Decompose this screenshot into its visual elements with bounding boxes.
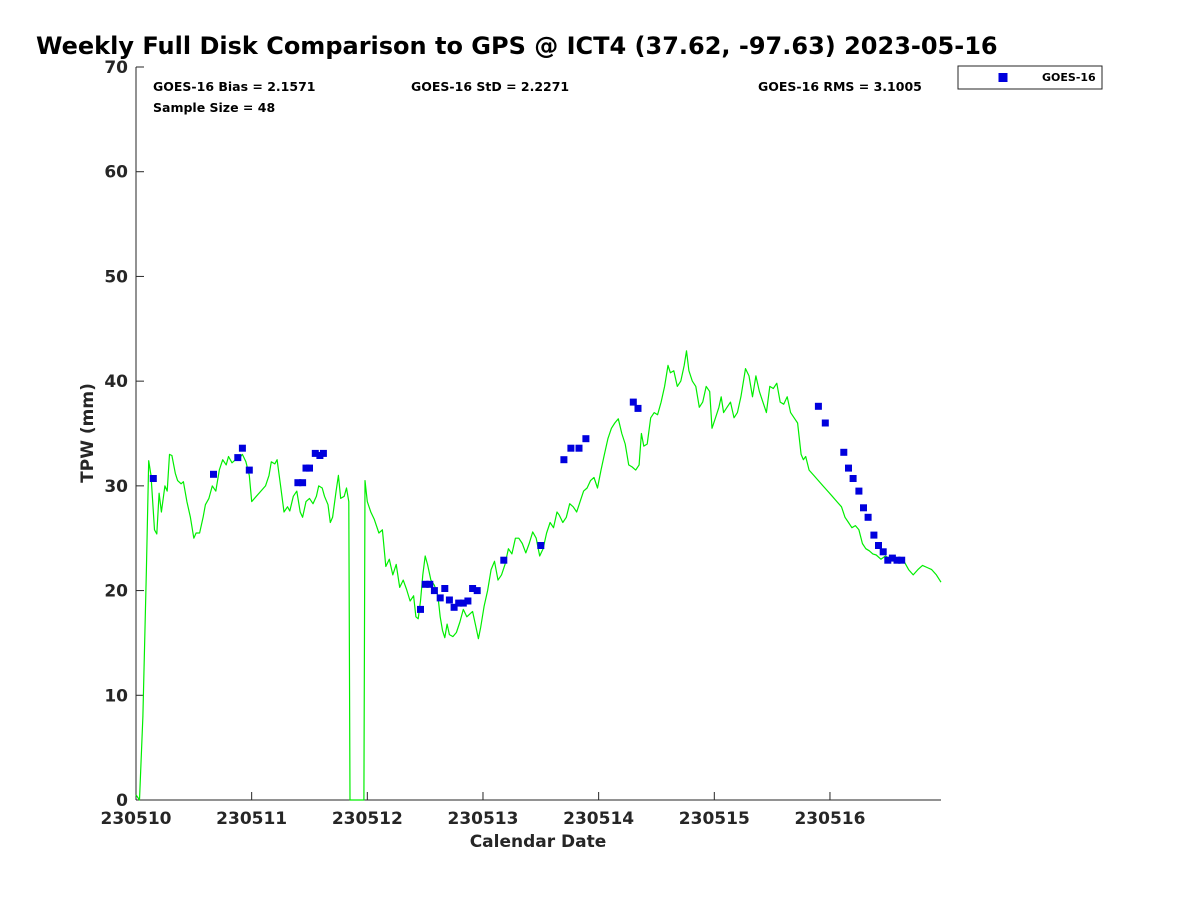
goes16-point bbox=[860, 504, 867, 512]
goes16-point bbox=[875, 542, 882, 549]
goes16-point bbox=[629, 398, 637, 406]
y-tick-label: 60 bbox=[104, 163, 128, 183]
goes16-point bbox=[898, 556, 906, 564]
goes16-point bbox=[294, 479, 302, 487]
goes16-point bbox=[849, 475, 857, 482]
ticks: 0 10 20 30 40 50 60 70 230510 230511 230512 230513 2… bbox=[101, 58, 866, 829]
goes16-point bbox=[870, 531, 878, 539]
x-tick-label: 230513 bbox=[447, 809, 518, 829]
goes16-point bbox=[306, 464, 313, 472]
sample-size-stat: Sample Size = 48 bbox=[153, 100, 275, 115]
rms-stat: GOES-16 RMS = 3.1005 bbox=[758, 79, 922, 94]
series-layer bbox=[135, 350, 942, 801]
goes16-point bbox=[149, 475, 157, 482]
legend-marker bbox=[998, 73, 1008, 82]
goes16-point bbox=[311, 449, 319, 457]
goes16-point bbox=[821, 419, 829, 427]
x-tick-label: 230511 bbox=[216, 809, 287, 829]
goes16-point bbox=[845, 464, 852, 472]
y-axis-label: TPW (mm) bbox=[78, 383, 98, 483]
y-tick-label: 30 bbox=[104, 477, 128, 497]
x-tick-label: 230512 bbox=[332, 809, 403, 829]
y-tick-label: 10 bbox=[104, 686, 128, 706]
goes16-point bbox=[299, 479, 307, 487]
goes16-point bbox=[864, 513, 872, 521]
y-tick-label: 0 bbox=[116, 791, 128, 811]
goes16-point bbox=[464, 597, 472, 605]
bias-stat: GOES-16 Bias = 2.1571 bbox=[153, 79, 315, 94]
plot-area: 0 10 20 30 40 50 60 70 230510 230511 230512 230513 2… bbox=[101, 58, 942, 829]
goes16-point bbox=[560, 456, 568, 464]
goes16-point bbox=[879, 548, 887, 556]
goes16-point bbox=[210, 470, 217, 478]
goes16-point bbox=[884, 556, 892, 564]
goes16-point bbox=[582, 435, 590, 443]
goes16-point bbox=[634, 404, 642, 412]
x-axis-label: Calendar Date bbox=[470, 832, 607, 852]
goes16-point bbox=[888, 554, 896, 562]
y-tick-label: 20 bbox=[104, 582, 128, 602]
x-tick-label: 230516 bbox=[794, 809, 865, 829]
goes16-point bbox=[840, 448, 848, 456]
x-tick-label: 230510 bbox=[101, 809, 172, 829]
legend-box bbox=[957, 65, 1103, 90]
y-tick-label: 40 bbox=[104, 372, 128, 392]
goes16-point bbox=[893, 556, 901, 564]
goes16-point bbox=[245, 466, 253, 474]
axes-frame bbox=[136, 67, 941, 800]
goes16-point bbox=[234, 454, 242, 462]
goes16-point bbox=[417, 605, 424, 613]
y-tick-label: 50 bbox=[104, 267, 128, 287]
x-tick-label: 230515 bbox=[679, 809, 750, 829]
y-tick-label: 70 bbox=[104, 58, 128, 78]
goes16-point bbox=[537, 542, 545, 549]
goes16-point bbox=[436, 594, 444, 602]
goes16-point bbox=[469, 585, 477, 592]
goes16-point bbox=[238, 444, 246, 452]
goes16-point bbox=[500, 556, 508, 564]
goes16-point bbox=[319, 449, 327, 457]
goes16-point bbox=[430, 587, 438, 595]
goes16-point bbox=[473, 587, 481, 595]
goes16-point bbox=[441, 585, 449, 592]
goes16-point bbox=[575, 444, 583, 452]
chart-title: Weekly Full Disk Comparison to GPS @ ICT… bbox=[36, 32, 998, 60]
goes16-point bbox=[445, 596, 453, 604]
goes16-point bbox=[421, 580, 429, 588]
goes16-point bbox=[450, 603, 458, 611]
std-stat: GOES-16 StD = 2.2271 bbox=[411, 79, 569, 94]
legend: GOES-16 bbox=[957, 65, 1103, 90]
goes16-point bbox=[459, 599, 467, 607]
goes16-point bbox=[567, 444, 575, 452]
goes16-point bbox=[455, 599, 463, 607]
gps-tpw-line bbox=[135, 350, 942, 801]
x-tick-label: 230514 bbox=[563, 809, 634, 829]
goes16-point bbox=[426, 580, 434, 588]
goes16-point bbox=[855, 487, 863, 495]
goes16-point bbox=[814, 402, 822, 410]
legend-label: GOES-16 bbox=[1042, 71, 1096, 84]
